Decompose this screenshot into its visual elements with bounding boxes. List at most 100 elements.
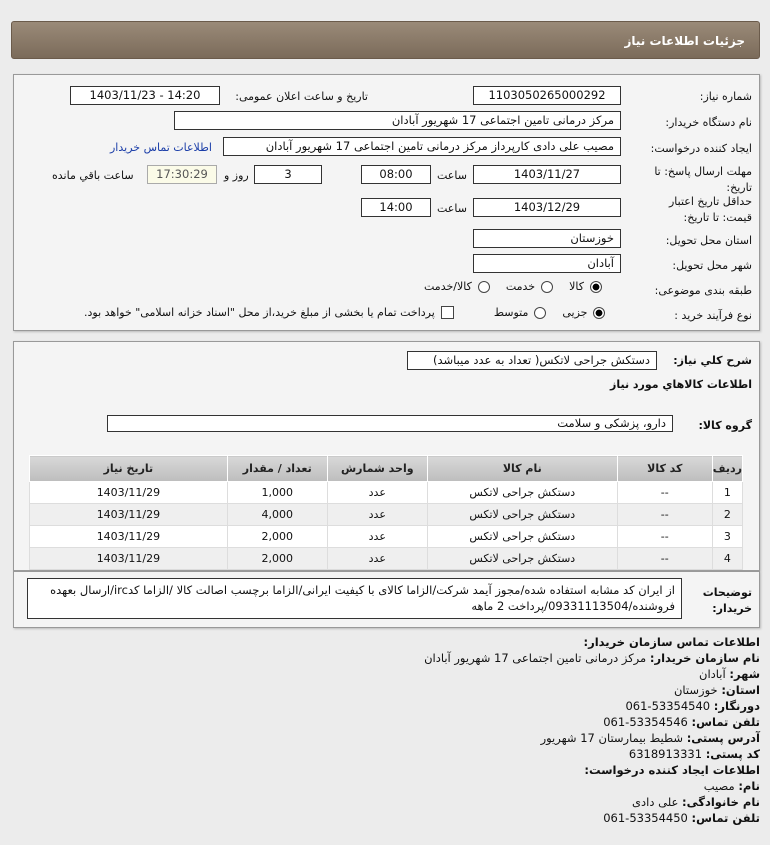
process-label: نوع فرآیند خرید :	[674, 309, 752, 322]
contact-value: مصیب	[703, 779, 735, 793]
contact-item: تلفن تماس: 53354450-061	[40, 810, 760, 826]
contact-value: 53354546-061	[603, 715, 688, 729]
treasury-payment-checkbox[interactable]	[440, 306, 454, 319]
remaining-label: ساعت باقي مانده	[52, 169, 134, 182]
goods-table: ردیف کد کالا نام کالا واحد شمارش تعداد /…	[29, 455, 744, 570]
table-cell: 2	[711, 503, 744, 526]
contact-item: کد پستی: 6318913331	[40, 746, 760, 762]
category-goods-radio[interactable]	[590, 280, 602, 293]
table-cell: دستکش جراحی لاتکس	[426, 525, 618, 548]
table-cell: --	[616, 525, 713, 548]
col-header: ردیف	[711, 455, 744, 482]
table-cell: --	[616, 481, 713, 504]
creator-field: مصیب علی دادی کارپرداز مرکز درمانی تامین…	[223, 137, 621, 156]
col-header: نام کالا	[426, 455, 618, 482]
contact-item: نام خانوادگی: علی دادی	[40, 794, 760, 810]
table-cell: دستکش جراحی لاتکس	[426, 481, 618, 504]
days-label: روز و	[224, 169, 249, 182]
remaining-time-field: 17:30:29	[147, 165, 217, 184]
table-row: 1 -- دستکش جراحی لاتکس عدد 1,000 1403/11/29	[29, 481, 744, 504]
table-cell: 4,000	[226, 503, 328, 526]
creator-label: ایجاد کننده درخواست:	[650, 142, 752, 155]
process-radio-group: جزیی متوسط پرداخت تمام یا بخشی از مبلغ خ…	[84, 306, 606, 319]
notes-field: از ایران کد مشابه استفاده شده/مجوز آیمد …	[27, 578, 682, 619]
col-header: تاریخ نیاز	[29, 455, 228, 482]
days-field: 3	[254, 165, 322, 184]
table-cell: دستکش جراحی لاتکس	[426, 503, 618, 526]
buyer-org-field: مرکز درمانی تامین اجتماعی 17 شهریور آباد…	[174, 111, 621, 130]
group-label: گروه کالا:	[698, 419, 752, 432]
table-cell: --	[616, 547, 713, 570]
contact-item: نام سازمان خریدار: مرکز درمانی تامین اجت…	[40, 650, 760, 666]
deadline-time-field: 08:00	[361, 165, 431, 184]
table-row: 2 -- دستکش جراحی لاتکس عدد 4,000 1403/11/29	[29, 503, 744, 526]
table-cell: 4	[711, 547, 744, 570]
creator-contact-title: اطلاعات ایجاد کننده درخواست:	[584, 763, 760, 777]
validity-date-field: 1403/12/29	[473, 198, 621, 217]
time-label: ساعت	[437, 169, 467, 182]
contact-value: 6318913331	[628, 747, 703, 761]
contact-value: 53354540-061	[625, 699, 711, 713]
category-both-radio[interactable]	[477, 280, 490, 293]
table-cell: 2,000	[226, 525, 328, 548]
category-service-radio[interactable]	[541, 280, 554, 293]
table-cell: عدد	[326, 547, 428, 570]
col-header: تعداد / مقدار	[226, 455, 328, 482]
contact-item: تلفن تماس: 53354546-061	[40, 714, 760, 730]
table-cell: 1403/11/29	[29, 525, 228, 548]
process-medium-radio[interactable]	[534, 306, 547, 319]
province-field: خوزستان	[473, 229, 621, 248]
buyer-org-label: نام دستگاه خریدار:	[665, 116, 752, 129]
deadline-date-field: 1403/11/27	[473, 165, 621, 184]
table-cell: دستکش جراحی لاتکس	[426, 547, 618, 570]
summary-label: شرح کلي نیاز:	[673, 354, 752, 367]
need-number-label: شماره نیاز:	[699, 90, 752, 103]
validity-time-field: 14:00	[361, 198, 431, 217]
validity-label: حداقل تاریخ اعتبار قیمت: تا تاریخ:	[668, 195, 752, 224]
contact-title: اطلاعات تماس سازمان خریدار:	[583, 635, 760, 649]
province-label: استان محل تحویل:	[665, 234, 752, 247]
contact-key: شهر:	[729, 667, 760, 681]
summary-field: دستکش جراحی لاتکس( تعداد به عدد میباشد)	[407, 351, 657, 370]
table-cell: 3	[711, 525, 744, 548]
contact-key: دورنگار:	[713, 699, 760, 713]
col-header: کد کالا	[616, 455, 713, 482]
contact-key: کد پستی:	[705, 747, 760, 761]
deadline-label: مهلت ارسال پاسخ: تا تاریخ:	[654, 165, 752, 194]
time-label: ساعت	[437, 202, 467, 215]
category-option-label: کالا/خدمت	[424, 280, 472, 293]
process-option-label: جزیی	[562, 306, 588, 319]
category-label: طبقه بندی موضوعی:	[654, 284, 752, 297]
process-option-label: متوسط	[493, 306, 529, 319]
table-cell: عدد	[326, 525, 428, 548]
table-cell: 1,000	[226, 481, 328, 504]
contact-key: استان:	[721, 683, 760, 697]
goods-title: اطلاعات کالاهاي مورد نیاز	[610, 378, 752, 391]
need-number-field: 1103050265000292	[473, 86, 621, 105]
announce-field: 1403/11/23 - 14:20	[70, 86, 220, 105]
table-cell: 1403/11/29	[29, 481, 228, 504]
city-field: آبادان	[473, 254, 621, 273]
contact-value: 53354450-061	[603, 811, 688, 825]
contact-value: شطیط بیمارستان 17 شهریور	[540, 731, 684, 745]
contact-value: مرکز درمانی تامین اجتماعی 17 شهریور آباد…	[424, 651, 647, 665]
contact-key: تلفن تماس:	[691, 715, 760, 729]
announce-label: تاریخ و ساعت اعلان عمومی:	[235, 90, 368, 103]
buyer-contact-link[interactable]: اطلاعات تماس خریدار	[110, 141, 212, 154]
contact-item: نام: مصیب	[40, 778, 760, 794]
contact-item: شهر: آبادان	[40, 666, 760, 682]
process-minor-radio[interactable]	[593, 306, 606, 319]
page-header: جزئیات اطلاعات نیاز	[11, 21, 760, 59]
contact-item: آدرس پستی: شطیط بیمارستان 17 شهریور	[40, 730, 760, 746]
group-field: دارو، پزشکی و سلامت	[107, 415, 673, 432]
contact-key: نام سازمان خریدار:	[649, 651, 760, 665]
table-row: 4 -- دستکش جراحی لاتکس عدد 2,000 1403/11/29	[29, 547, 744, 570]
contact-item: استان: خوزستان	[40, 682, 760, 698]
table-cell: --	[616, 503, 713, 526]
table-row: 3 -- دستکش جراحی لاتکس عدد 2,000 1403/11/29	[29, 525, 744, 548]
payment-note: پرداخت تمام یا بخشی از مبلغ خرید،از محل …	[84, 306, 435, 319]
contact-key: تلفن تماس:	[691, 811, 760, 825]
notes-label: توضیحات خریدار:	[702, 586, 752, 615]
contact-key: آدرس پستی:	[686, 731, 760, 745]
contact-key: نام خانوادگی:	[682, 795, 760, 809]
